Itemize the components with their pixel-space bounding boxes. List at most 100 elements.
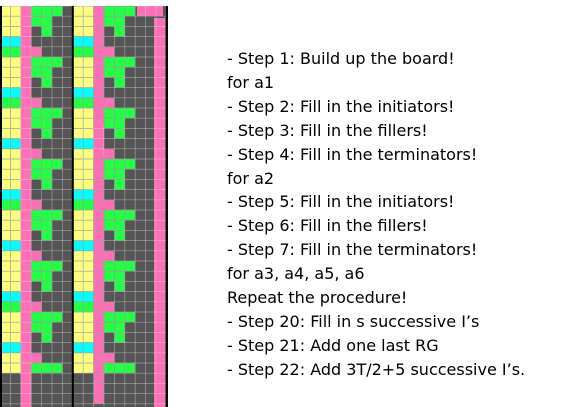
board-cell bbox=[73, 159, 83, 169]
step-line: for a1 bbox=[227, 72, 275, 92]
board-cell bbox=[83, 220, 94, 231]
board-cell bbox=[10, 210, 21, 220]
board-cell bbox=[93, 87, 104, 98]
board-cell bbox=[41, 57, 52, 67]
board-cell bbox=[83, 67, 94, 78]
board-cell bbox=[83, 271, 94, 282]
board-cell bbox=[104, 57, 115, 67]
board-cell bbox=[83, 128, 94, 139]
board-cell bbox=[10, 353, 21, 363]
board-cell bbox=[73, 98, 83, 108]
board-cell bbox=[83, 363, 94, 373]
board-cell bbox=[73, 240, 83, 251]
board-cell bbox=[83, 57, 94, 67]
board-cell bbox=[10, 281, 21, 292]
board-cell bbox=[93, 200, 104, 210]
board-cell bbox=[125, 159, 135, 169]
board-cell bbox=[73, 57, 83, 67]
board-cell bbox=[73, 26, 83, 37]
board-cell bbox=[52, 210, 63, 220]
board-cell bbox=[41, 77, 52, 88]
board-cell bbox=[104, 16, 115, 27]
board-cell bbox=[52, 159, 63, 169]
board-cell bbox=[73, 291, 83, 302]
board-cell bbox=[104, 159, 115, 169]
board-cell bbox=[114, 108, 125, 118]
board-cell bbox=[0, 36, 11, 47]
board-cell bbox=[10, 36, 21, 47]
board-cell bbox=[83, 149, 94, 159]
board-cell bbox=[73, 179, 83, 190]
board-cell bbox=[83, 291, 94, 302]
board-cell bbox=[73, 67, 83, 78]
board-cell bbox=[41, 230, 52, 241]
board-cell bbox=[83, 118, 94, 129]
board-cell bbox=[125, 6, 135, 16]
board-cell bbox=[104, 353, 115, 363]
board-cell bbox=[0, 138, 11, 149]
board-cell bbox=[83, 77, 94, 88]
board-cell bbox=[52, 57, 63, 67]
board-cell bbox=[73, 138, 83, 149]
board-cell bbox=[114, 77, 125, 88]
board-cell bbox=[93, 220, 104, 231]
board-cell bbox=[31, 220, 42, 231]
board-cell bbox=[31, 210, 42, 220]
board-cell bbox=[83, 179, 94, 190]
step-line: for a2 bbox=[227, 168, 275, 188]
step-line: - Step 3: Fill in the fillers! bbox=[227, 120, 428, 140]
board-cell bbox=[73, 251, 83, 261]
board-cell bbox=[41, 332, 52, 343]
board-cell bbox=[31, 200, 42, 210]
board-cell bbox=[0, 169, 11, 180]
board-cell bbox=[73, 108, 83, 118]
board-cell bbox=[83, 353, 94, 363]
step-line: - Step 20: Fill in s successive I’s bbox=[227, 311, 480, 331]
board-cell bbox=[0, 230, 11, 241]
board-cell bbox=[31, 6, 42, 16]
board-cell bbox=[93, 271, 104, 282]
board-cell bbox=[73, 353, 83, 363]
board-cell bbox=[83, 47, 94, 57]
board-cell bbox=[83, 87, 94, 98]
board-cell bbox=[0, 47, 11, 57]
board-cell bbox=[0, 149, 11, 159]
board-cell bbox=[104, 363, 115, 373]
board-cell bbox=[10, 67, 21, 78]
board-cell bbox=[93, 342, 104, 353]
board-cell bbox=[114, 179, 125, 190]
board-cell bbox=[10, 6, 21, 16]
board-cell bbox=[104, 200, 115, 210]
board-cell bbox=[83, 342, 94, 353]
board-cell bbox=[0, 240, 11, 251]
board-cell bbox=[83, 312, 94, 322]
board-cell bbox=[0, 271, 11, 282]
step-line: - Step 7: Fill in the terminators! bbox=[227, 240, 478, 260]
board-cell bbox=[31, 47, 42, 57]
board-cell bbox=[10, 138, 21, 149]
board-cell bbox=[83, 108, 94, 118]
board-cell bbox=[104, 118, 115, 129]
board-cell bbox=[0, 363, 11, 373]
board-cell bbox=[104, 6, 115, 16]
board-cell bbox=[114, 210, 125, 220]
board-cell bbox=[93, 77, 104, 88]
board-cell bbox=[73, 36, 83, 47]
board-cell bbox=[93, 332, 104, 343]
board-cell bbox=[93, 363, 104, 373]
board-cell bbox=[31, 108, 42, 118]
board-cell bbox=[114, 169, 125, 180]
board-cell bbox=[114, 6, 125, 16]
board-cell bbox=[31, 261, 42, 271]
board-cell bbox=[104, 322, 115, 333]
board-separator bbox=[166, 6, 168, 407]
board-cell bbox=[41, 363, 52, 373]
board-cell bbox=[125, 57, 135, 67]
board-cell bbox=[73, 302, 83, 312]
board-cell bbox=[114, 16, 125, 27]
board-cell bbox=[83, 230, 94, 241]
board-cell bbox=[93, 57, 104, 67]
board-cell bbox=[0, 332, 11, 343]
board-cell bbox=[10, 302, 21, 312]
board-cell bbox=[73, 6, 83, 16]
